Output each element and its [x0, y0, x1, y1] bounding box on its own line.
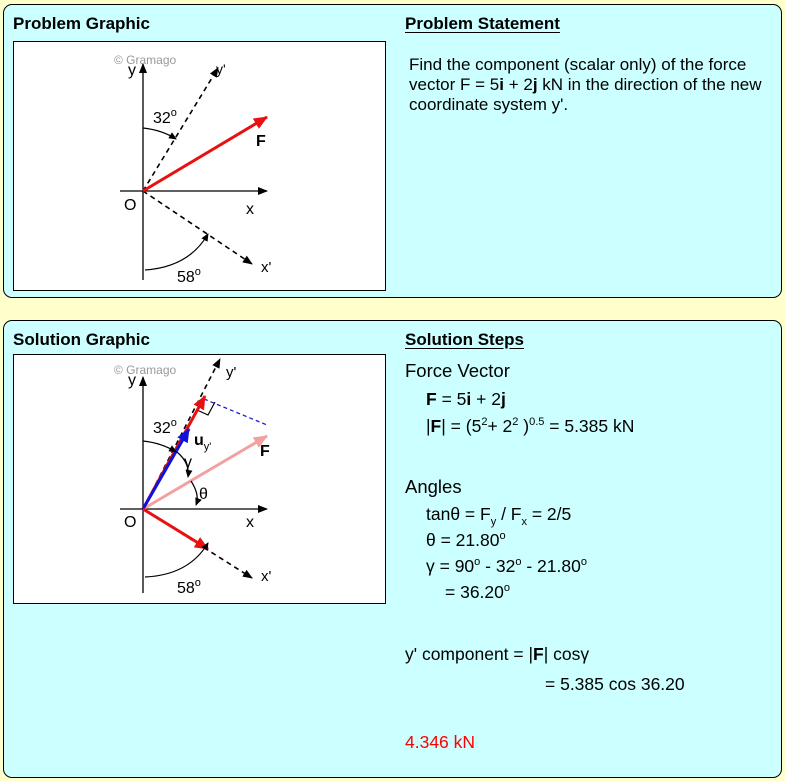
- solution-diagram: © Gramago y y' x x' O F uy' γ θ 32o 58o: [114, 358, 272, 597]
- xprime-label: x': [261, 568, 272, 585]
- angles-title: Angles: [405, 476, 462, 497]
- yprime-label: y': [216, 61, 226, 77]
- solution-graphic-header: Solution Graphic: [13, 330, 150, 349]
- problem-graphic-header: Problem Graphic: [13, 14, 150, 33]
- origin-label: O: [124, 514, 136, 531]
- comp-b: | cosγ: [543, 644, 590, 664]
- gamma-label: γ: [184, 454, 192, 471]
- gamma-sup2: o: [515, 556, 522, 568]
- gamma-b: - 32: [480, 556, 516, 576]
- angle-32-label: 32o: [153, 107, 177, 127]
- gamma2-a: = 36.20: [445, 582, 504, 602]
- xprime-component: [142, 507, 209, 551]
- tan-sub-x: x: [521, 516, 527, 528]
- component-equation: y' component = |F| cosγ: [405, 642, 775, 666]
- statement-text-3: kN in the direction of the new coordinat…: [409, 75, 762, 114]
- gamma-result: = 36.20o: [405, 580, 775, 604]
- gamma-c: - 21.80: [521, 556, 581, 576]
- solution-panel: Solution Graphic Solution Steps: [3, 320, 782, 778]
- force-equation: F = 5i + 2j: [405, 387, 775, 411]
- yprime-label: y': [226, 364, 237, 381]
- force-vector-light: [142, 434, 268, 511]
- comp-a: y' component = |: [405, 644, 534, 664]
- mag-rest3: ): [518, 416, 530, 436]
- mag-rest2: + 2: [487, 416, 513, 436]
- projection-dashed-line: [203, 398, 268, 426]
- arc-58: [144, 233, 209, 271]
- comp-F: F: [533, 644, 544, 664]
- origin-label: O: [124, 197, 136, 214]
- mag-sup-a: 2: [481, 416, 488, 428]
- f-bold: F: [426, 389, 437, 409]
- x-label: x: [246, 201, 254, 218]
- magnitude-equation: |F| = (52+ 22 )0.5 = 5.385 kN: [405, 414, 775, 438]
- force-label: F: [260, 443, 270, 460]
- gamma2-sup: o: [503, 582, 510, 594]
- problem-graphic: © Gramago y y' x x' O F 32o 58o: [13, 41, 386, 291]
- f-plus: + 2: [471, 389, 501, 409]
- force-vector-title: Force Vector: [405, 360, 510, 381]
- mag-sup-05: 0.5: [529, 416, 545, 428]
- statement-text-1: Find the component (scalar only) of the …: [409, 55, 747, 94]
- solution-steps: Force Vector F = 5i + 2j |F| = (52+ 22 )…: [405, 359, 775, 754]
- y-label: y: [128, 372, 136, 389]
- mag-F: F: [430, 416, 442, 436]
- f-i: i: [466, 389, 472, 409]
- xprime-axis: [142, 190, 253, 265]
- unit-vector: [141, 428, 191, 510]
- theta-sup: o: [499, 530, 506, 542]
- arc-theta: [190, 480, 202, 506]
- xprime-label: x': [261, 259, 272, 276]
- component-result: = 5.385 cos 36.20: [545, 674, 685, 694]
- statement-j: j: [532, 75, 538, 94]
- arc-32: [142, 440, 177, 453]
- theta-equation: θ = 21.80o: [405, 528, 775, 552]
- statement-text-2: + 2: [503, 75, 533, 94]
- mag-rest1: | = (5: [441, 416, 482, 436]
- gamma-equation: γ = 90o - 32o - 21.80o: [405, 554, 775, 578]
- mag-result: = 5.385 kN: [544, 416, 635, 436]
- theta-a: θ = 21.80: [426, 530, 500, 550]
- problem-statement: Find the component (scalar only) of the …: [409, 55, 774, 115]
- force-vector: [142, 115, 268, 193]
- unit-vector-label: uy': [194, 432, 211, 453]
- angle-32-label: 32o: [153, 417, 177, 437]
- watermark: © Gramago: [114, 53, 177, 67]
- problem-panel: Problem Graphic Problem Statement: [3, 4, 782, 298]
- theta-label: θ: [199, 486, 208, 503]
- gamma-a: γ = 90: [426, 556, 475, 576]
- mag-sup-b: 2: [512, 416, 519, 428]
- solution-graphic: © Gramago y y' x x' O F uy' γ θ 32o 58o: [13, 354, 386, 604]
- arc-32: [142, 127, 177, 140]
- force-label: F: [256, 133, 266, 150]
- solution-steps-header: Solution Steps: [405, 330, 524, 349]
- tan-c: = 2/5: [526, 504, 572, 524]
- gamma-sup3: o: [580, 556, 587, 568]
- gamma-sup1: o: [474, 556, 481, 568]
- mag-open: |: [426, 416, 431, 436]
- arc-gamma: [176, 451, 193, 478]
- f-eq: = 5: [436, 389, 467, 409]
- arc-58: [144, 542, 209, 578]
- statement-i: i: [499, 75, 504, 94]
- final-answer: 4.346 kN: [405, 732, 476, 752]
- watermark: © Gramago: [114, 363, 177, 377]
- angle-58-label: 58o: [177, 266, 201, 286]
- tan-sub-y: y: [490, 516, 497, 528]
- problem-diagram: © Gramago y y' x x' O F 32o 58o: [114, 53, 272, 286]
- problem-statement-header: Problem Statement: [405, 14, 560, 33]
- right-angle-mark: [196, 401, 216, 416]
- yprime-axis: [142, 67, 219, 192]
- x-label: x: [246, 514, 254, 531]
- angle-58-label: 58o: [177, 577, 201, 597]
- f-j: j: [500, 389, 506, 409]
- tan-a: tanθ = F: [426, 504, 491, 524]
- tan-equation: tanθ = Fy / Fx = 2/5: [405, 502, 775, 528]
- tan-b: / F: [496, 504, 522, 524]
- y-label: y: [128, 62, 136, 79]
